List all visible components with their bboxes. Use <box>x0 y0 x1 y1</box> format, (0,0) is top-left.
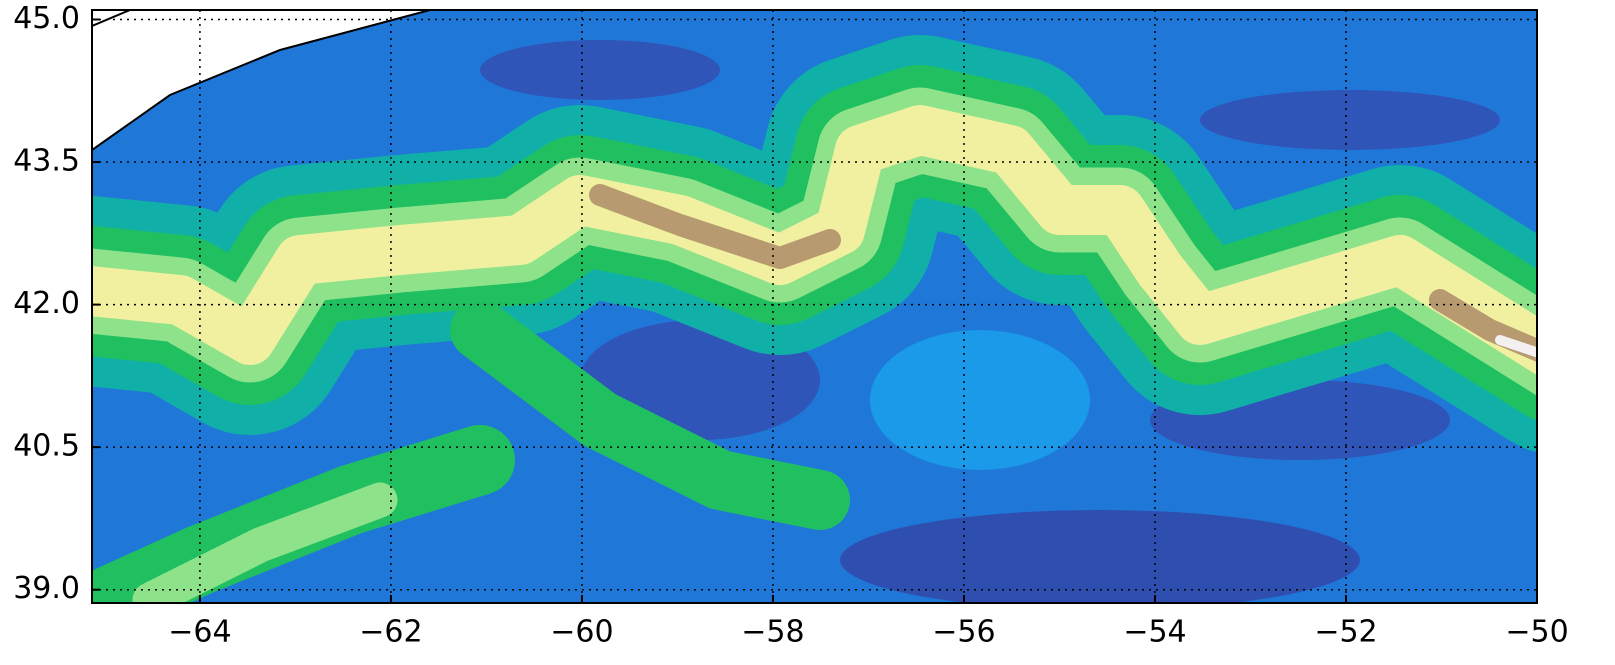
y-tick-label: 39.0 <box>13 571 80 606</box>
x-tick-label: −62 <box>359 615 422 650</box>
x-tick-label: −54 <box>1123 615 1186 650</box>
x-tick-label: −64 <box>168 615 231 650</box>
x-tick-label: −56 <box>932 615 995 650</box>
x-tick-label: −60 <box>550 615 613 650</box>
contour-field <box>80 10 1560 610</box>
x-tick-label: −50 <box>1505 615 1568 650</box>
y-tick-label: 40.5 <box>13 429 80 464</box>
map: −64 −62 −60 −58 −56 −54 −52 −50 39.0 40.5 42.0 43.5… <box>0 0 1615 665</box>
x-tick-label: −58 <box>741 615 804 650</box>
y-tick-label: 43.5 <box>13 144 80 179</box>
y-tick-label: 42.0 <box>13 286 80 321</box>
x-tick-label: −52 <box>1314 615 1377 650</box>
y-tick-label: 45.0 <box>13 1 80 36</box>
